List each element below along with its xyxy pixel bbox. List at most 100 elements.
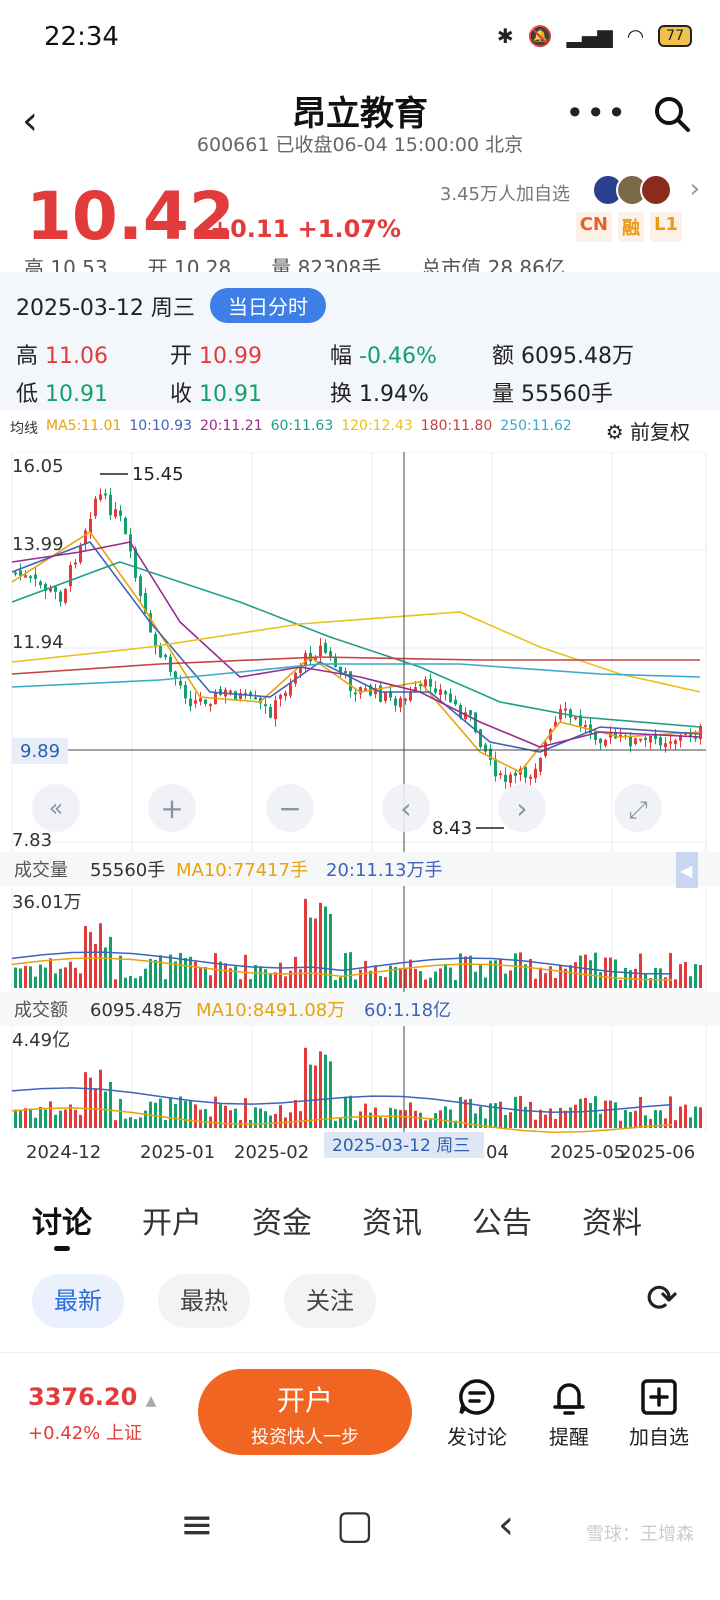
- amount-bar: [579, 1098, 582, 1128]
- volume-bar: [499, 958, 502, 988]
- back-icon[interactable]: ‹: [22, 98, 38, 144]
- tab-announcements[interactable]: 公告: [472, 1206, 532, 1241]
- volume-bar: [394, 966, 397, 988]
- chip-latest[interactable]: 最新: [32, 1274, 124, 1328]
- volume-bar: [144, 968, 147, 988]
- more-icon[interactable]: •••: [565, 94, 628, 132]
- panel-toggle-button[interactable]: [676, 852, 698, 888]
- fullscreen-button[interactable]: [614, 784, 662, 832]
- followers-count[interactable]: 3.45万人加自选: [439, 184, 570, 205]
- tab-funds[interactable]: 资金: [252, 1206, 312, 1241]
- volume-bar: [294, 956, 297, 988]
- volume-bar: [679, 964, 682, 988]
- index-value[interactable]: 3376.20 ▲: [28, 1383, 156, 1411]
- chip-following[interactable]: 关注: [284, 1274, 376, 1328]
- chevron-right-icon[interactable]: ›: [689, 174, 700, 204]
- volume-bar: [644, 973, 647, 988]
- menu-icon[interactable]: ≡: [180, 1502, 214, 1548]
- post-discussion-button[interactable]: 发讨论: [432, 1377, 522, 1450]
- home-icon[interactable]: ▢: [336, 1502, 374, 1548]
- tab-open-account[interactable]: 开户: [142, 1206, 202, 1241]
- volume-bar: [664, 977, 667, 988]
- volume-bar: [554, 978, 557, 988]
- amount-bar: [109, 1081, 112, 1128]
- volume-bar: [454, 979, 457, 988]
- candle: [29, 576, 32, 579]
- volume-bar: [24, 966, 27, 988]
- candle: [199, 698, 202, 702]
- alert-button[interactable]: 提醒: [524, 1377, 614, 1450]
- crosshair-date-box: [324, 1132, 484, 1158]
- volume-bar: [304, 898, 307, 988]
- candle: [204, 699, 207, 704]
- amount-bar: [304, 1047, 307, 1128]
- candle: [434, 688, 437, 693]
- adjustment-toggle[interactable]: ⚙ 前复权: [606, 416, 690, 445]
- index-value-text: 3376.20: [28, 1383, 138, 1411]
- double-left-icon: «: [49, 794, 64, 822]
- level1-badge: L1: [650, 212, 682, 242]
- x-label: 2025-02: [234, 1142, 309, 1160]
- open-account-button[interactable]: 开户 投资快人一步: [198, 1369, 412, 1455]
- volume-bar: [114, 979, 117, 988]
- tab-news[interactable]: 资讯: [362, 1206, 422, 1241]
- candle: [349, 671, 352, 691]
- candle: [569, 709, 572, 718]
- current-price: 10.42: [26, 178, 235, 255]
- volume-bar: [49, 958, 52, 988]
- zoom-in-button[interactable]: [148, 784, 196, 832]
- amount-bar: [429, 1118, 432, 1128]
- amount-ma-line: [11, 1107, 673, 1133]
- volume-bar: [584, 954, 587, 988]
- scroll-left-button[interactable]: [382, 784, 430, 832]
- add-watchlist-button[interactable]: 加自选: [614, 1377, 704, 1450]
- battery-icon: 77: [658, 25, 692, 47]
- candle: [664, 743, 667, 748]
- signal-icon: ▂▄▆: [566, 24, 613, 48]
- amount-bar: [619, 1120, 622, 1128]
- search-icon[interactable]: [652, 94, 692, 143]
- amount-bar: [479, 1106, 482, 1128]
- follower-avatars[interactable]: [592, 174, 672, 206]
- amount-bar: [459, 1096, 462, 1128]
- avatar: [640, 174, 672, 206]
- amount-bar: [389, 1107, 392, 1128]
- volume-bar: [204, 966, 207, 988]
- chip-hottest[interactable]: 最热: [158, 1274, 250, 1328]
- zoom-out-button[interactable]: [266, 784, 314, 832]
- candle: [554, 721, 557, 727]
- scroll-left-fast-button[interactable]: [32, 784, 80, 832]
- candle: [464, 712, 467, 720]
- amount-bar: [254, 1107, 257, 1128]
- amount-bar: [524, 1106, 527, 1128]
- candle: [669, 741, 672, 744]
- volume-bar: [659, 968, 662, 988]
- candle: [599, 738, 602, 744]
- volume-bar: [369, 970, 372, 988]
- info-amount-label: 额: [492, 344, 515, 369]
- scroll-right-button[interactable]: [498, 784, 546, 832]
- cta-sub-label: 投资快人一步: [251, 1427, 359, 1448]
- intraday-button[interactable]: 当日分时: [210, 288, 326, 323]
- volume-bar: [279, 962, 282, 988]
- tab-profile[interactable]: 资料: [582, 1206, 642, 1241]
- candle: [379, 685, 382, 702]
- volume-bar: [104, 947, 107, 988]
- tab-discussion[interactable]: 讨论: [32, 1206, 92, 1241]
- kline-chart[interactable]: 16.05 13.99 11.94 9.89 7.83 15.45 8.43 «…: [0, 451, 720, 1163]
- wifi-icon: ◠: [626, 24, 645, 48]
- refresh-icon[interactable]: ⟳: [646, 1276, 678, 1320]
- post-discussion-label: 发讨论: [447, 1425, 507, 1449]
- volume-bar: [284, 976, 287, 988]
- stock-header: ‹ 昂立教育 600661 已收盘06-04 15:00:00 北京 •••: [0, 80, 720, 170]
- back-nav-icon[interactable]: ‹: [498, 1502, 514, 1548]
- info-open-label: 开: [170, 344, 193, 369]
- amount-bar: [609, 1100, 612, 1128]
- amount-bar: [649, 1119, 652, 1128]
- candle: [354, 692, 357, 695]
- kline-svg[interactable]: 16.05 13.99 11.94 9.89 7.83 15.45 8.43 «…: [0, 451, 720, 1163]
- volume-bar: [209, 975, 212, 988]
- info-low: 低 10.91: [16, 376, 108, 408]
- candle: [84, 530, 87, 545]
- candle: [439, 689, 442, 695]
